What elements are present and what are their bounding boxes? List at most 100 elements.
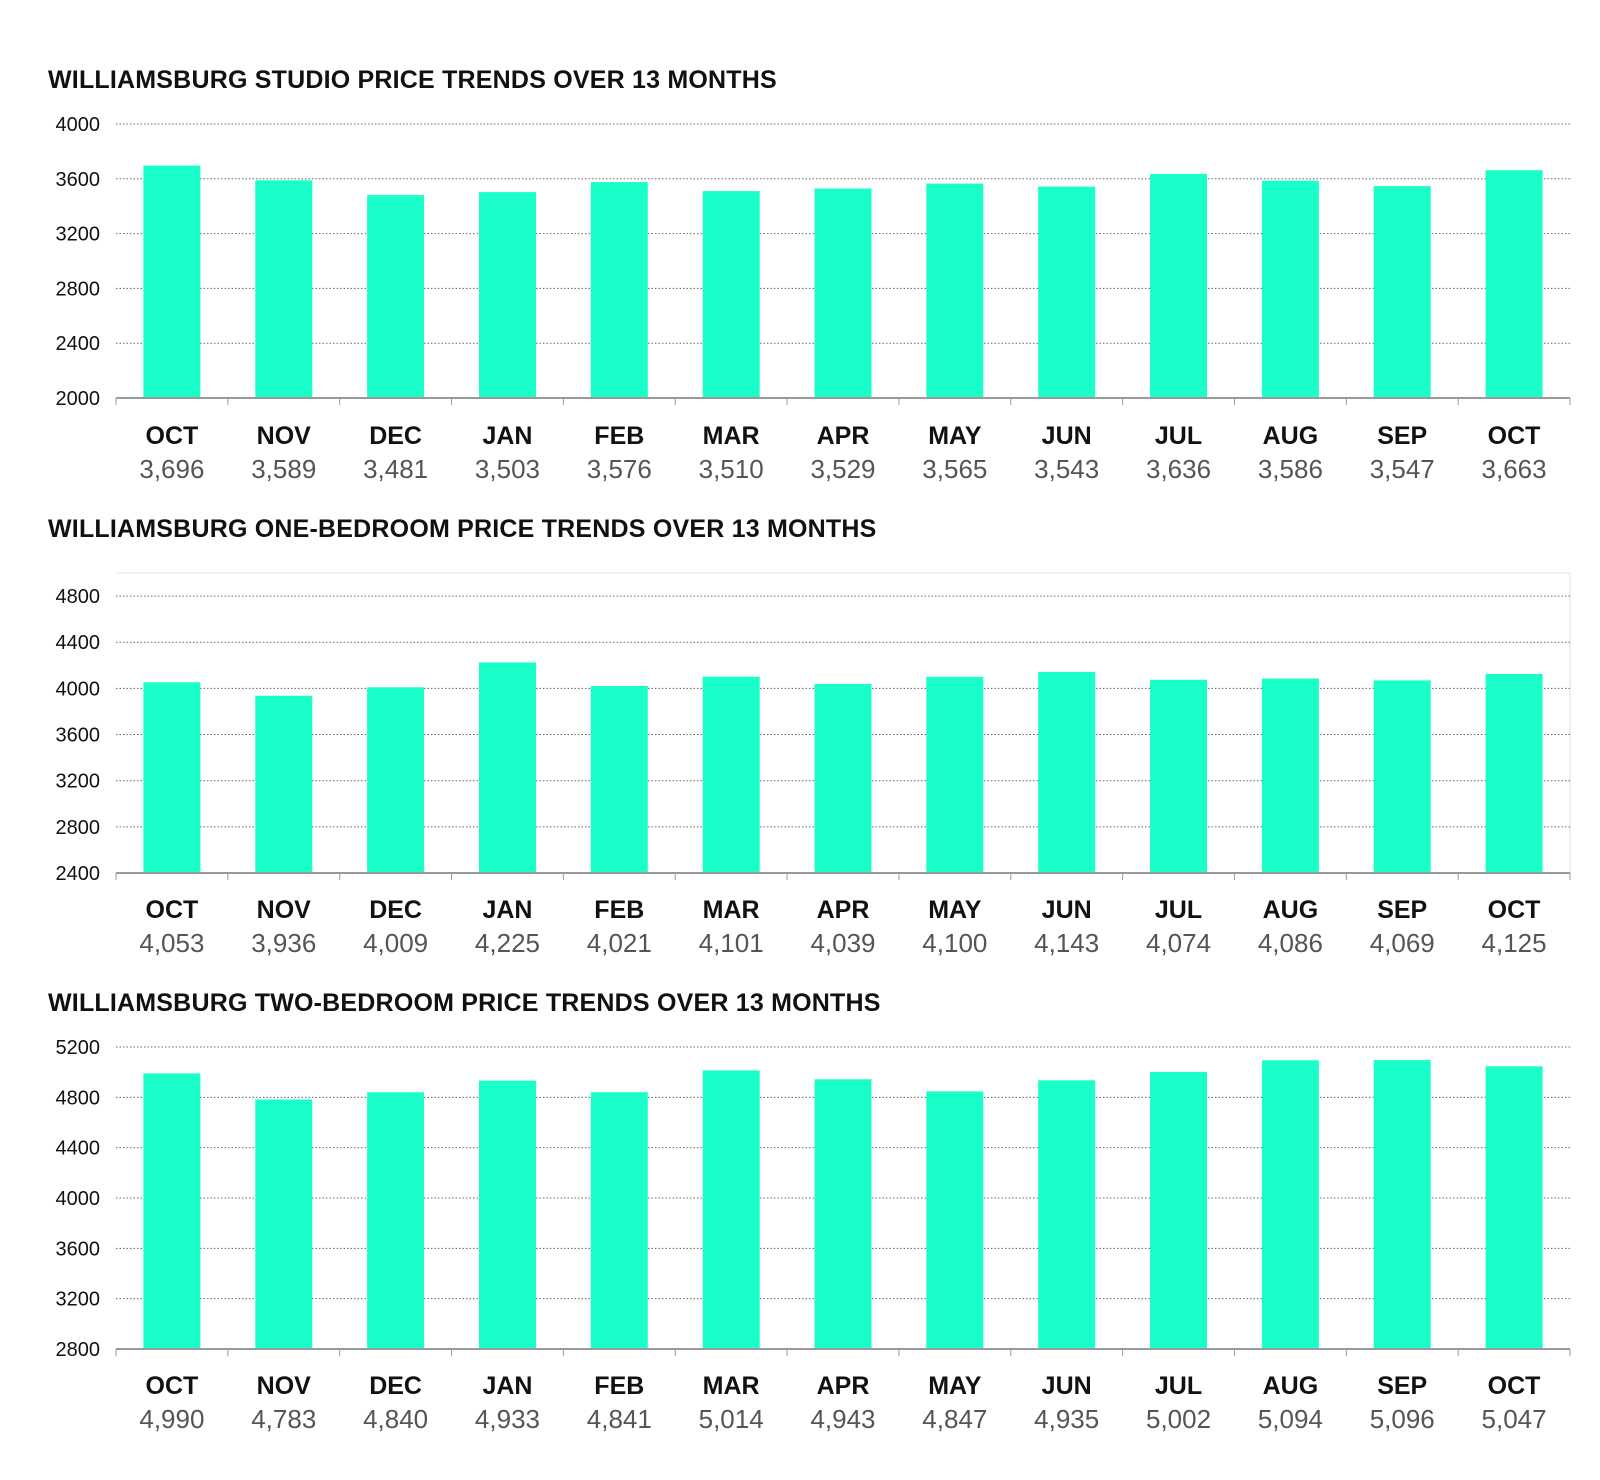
value-label: 4,021 <box>587 928 652 958</box>
y-tick-label: 3600 <box>56 169 101 191</box>
value-label: 5,096 <box>1370 1404 1435 1434</box>
category-label: NOV <box>257 1372 312 1400</box>
y-tick-label: 2400 <box>56 863 101 885</box>
value-label: 4,009 <box>363 928 428 958</box>
bar <box>1150 1071 1207 1349</box>
y-tick-label: 4000 <box>56 678 101 700</box>
bar <box>1485 674 1543 873</box>
y-tick-label: 4000 <box>56 1188 101 1210</box>
category-label: JUN <box>1042 422 1092 450</box>
value-label: 4,990 <box>139 1404 204 1434</box>
category-label: NOV <box>257 422 312 450</box>
bar <box>143 682 201 873</box>
value-label: 4,225 <box>475 928 540 958</box>
category-label: AUG <box>1263 1372 1319 1400</box>
y-tick-label: 2800 <box>56 1339 101 1361</box>
value-label: 3,936 <box>251 928 316 958</box>
bar <box>702 191 760 398</box>
category-label: SEP <box>1377 896 1427 924</box>
bar <box>1261 180 1319 398</box>
bar <box>702 1070 760 1349</box>
category-label: OCT <box>146 422 199 450</box>
value-label: 3,510 <box>699 454 764 484</box>
chart-title: WILLIAMSBURG STUDIO PRICE TRENDS OVER 13… <box>48 66 777 94</box>
bar <box>926 676 984 873</box>
category-label: SEP <box>1377 422 1427 450</box>
bar <box>367 1092 425 1349</box>
bar <box>1485 170 1543 398</box>
category-label: JUL <box>1155 422 1202 450</box>
bar <box>367 687 425 873</box>
value-label: 4,053 <box>139 928 204 958</box>
category-label: APR <box>817 1372 870 1400</box>
bar <box>590 686 648 873</box>
value-label: 4,125 <box>1482 928 1547 958</box>
bar <box>814 1079 872 1349</box>
value-label: 3,481 <box>363 454 428 484</box>
bar <box>1150 679 1207 873</box>
value-label: 3,663 <box>1482 454 1547 484</box>
value-label: 3,589 <box>251 454 316 484</box>
value-label: 4,039 <box>810 928 875 958</box>
category-label: MAY <box>928 896 982 924</box>
bar <box>814 683 872 873</box>
value-label: 4,783 <box>251 1404 316 1434</box>
y-tick-label: 3600 <box>56 725 101 747</box>
bar <box>255 1099 313 1349</box>
value-label: 4,933 <box>475 1404 540 1434</box>
category-label: JUN <box>1042 1372 1092 1400</box>
category-label: OCT <box>146 1372 199 1400</box>
y-tick-label: 2800 <box>56 817 101 839</box>
value-label: 4,100 <box>922 928 987 958</box>
bar <box>702 676 760 873</box>
bar <box>367 195 425 398</box>
category-label: MAR <box>703 422 760 450</box>
value-label: 5,047 <box>1482 1404 1547 1434</box>
bar <box>926 183 984 398</box>
value-label: 5,094 <box>1258 1404 1323 1434</box>
bar <box>590 1092 648 1349</box>
category-label: MAY <box>928 422 982 450</box>
value-label: 4,143 <box>1034 928 1099 958</box>
category-label: DEC <box>369 896 422 924</box>
value-label: 5,014 <box>699 1404 764 1434</box>
value-label: 3,503 <box>475 454 540 484</box>
category-label: JAN <box>482 422 532 450</box>
value-label: 3,636 <box>1146 454 1211 484</box>
category-label: JAN <box>482 1372 532 1400</box>
category-label: OCT <box>1488 896 1541 924</box>
value-label: 3,565 <box>922 454 987 484</box>
category-label: DEC <box>369 422 422 450</box>
bar <box>1485 1066 1543 1349</box>
value-label: 4,074 <box>1146 928 1211 958</box>
value-label: 3,576 <box>587 454 652 484</box>
y-tick-label: 4400 <box>56 632 101 654</box>
bar <box>1038 1080 1096 1349</box>
y-tick-label: 2800 <box>56 278 101 300</box>
chart-title: WILLIAMSBURG ONE-BEDROOM PRICE TRENDS OV… <box>48 515 877 543</box>
y-tick-label: 5200 <box>56 1037 101 1059</box>
category-label: DEC <box>369 1372 422 1400</box>
value-label: 3,529 <box>810 454 875 484</box>
y-tick-label: 4800 <box>56 1087 101 1109</box>
category-label: SEP <box>1377 1372 1427 1400</box>
y-tick-label: 4400 <box>56 1138 101 1160</box>
category-label: JUN <box>1042 896 1092 924</box>
category-label: MAR <box>703 1372 760 1400</box>
category-label: JAN <box>482 896 532 924</box>
bar <box>1373 1060 1431 1349</box>
value-label: 3,696 <box>139 454 204 484</box>
category-label: APR <box>817 896 870 924</box>
value-label: 4,943 <box>810 1404 875 1434</box>
y-tick-label: 3200 <box>56 224 101 246</box>
bar <box>1150 173 1207 398</box>
bar <box>814 188 872 398</box>
bar <box>926 1091 984 1349</box>
bar <box>143 165 201 398</box>
bar <box>1261 678 1319 873</box>
value-label: 4,840 <box>363 1404 428 1434</box>
y-tick-label: 3600 <box>56 1238 101 1260</box>
bar <box>1373 186 1431 398</box>
y-tick-label: 2000 <box>56 388 101 410</box>
